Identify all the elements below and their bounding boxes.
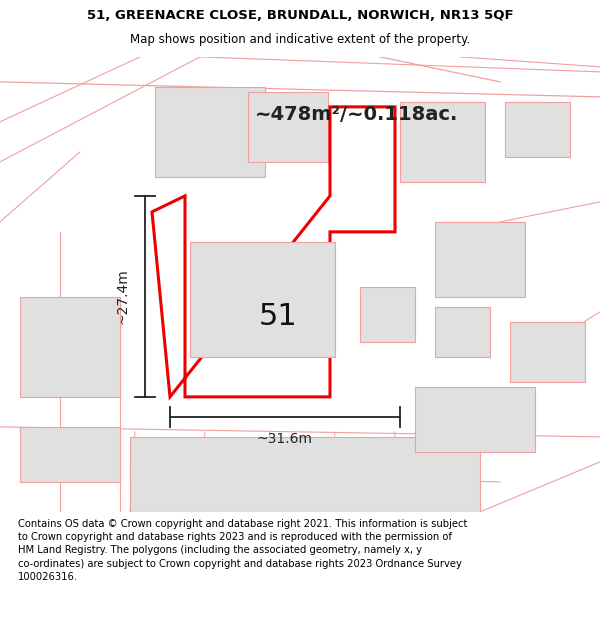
Text: ~478m²/~0.118ac.: ~478m²/~0.118ac. [255,105,458,124]
Bar [190,242,335,357]
Bar [155,87,265,177]
Bar [435,307,490,357]
Bar [20,297,120,397]
Bar [415,387,535,452]
Text: Contains OS data © Crown copyright and database right 2021. This information is : Contains OS data © Crown copyright and d… [18,519,467,582]
Text: 51, GREENACRE CLOSE, BRUNDALL, NORWICH, NR13 5QF: 51, GREENACRE CLOSE, BRUNDALL, NORWICH, … [86,9,514,22]
Text: ~31.6m: ~31.6m [257,432,313,446]
Text: 51: 51 [259,302,298,331]
Polygon shape [152,107,395,397]
Bar [400,102,485,182]
Bar [360,287,415,342]
Bar [248,92,328,162]
Bar [510,322,585,382]
Bar [20,427,120,482]
Text: Map shows position and indicative extent of the property.: Map shows position and indicative extent… [130,33,470,46]
Bar [435,222,525,297]
Text: ~27.4m: ~27.4m [116,269,130,324]
Bar [130,437,480,512]
Bar [505,102,570,157]
